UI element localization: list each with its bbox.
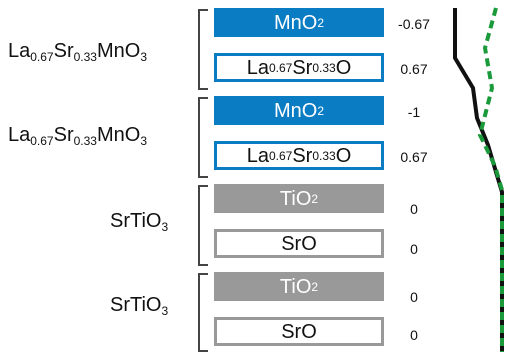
group-label-lsmo-1: La0.67Sr0.33MnO3 bbox=[8, 40, 147, 64]
group-bracket-sto-2 bbox=[198, 273, 208, 352]
layer-charge: 0 bbox=[410, 327, 418, 343]
layer-charge: 0.67 bbox=[400, 61, 428, 77]
layer-mno2: MnO 2 bbox=[214, 96, 384, 125]
layer-mno2: MnO 2 bbox=[214, 8, 384, 37]
group-label-sto-2: SrTiO3 bbox=[110, 294, 169, 318]
profile-line-solid bbox=[453, 8, 504, 352]
group-bracket-lsmo-2 bbox=[198, 97, 208, 178]
profile-line-dashed bbox=[477, 7, 504, 352]
potential-profile bbox=[453, 7, 504, 352]
layer-tio2: TiO 2 bbox=[214, 272, 384, 301]
layer-lasro: La 0.67 Sr 0.33 O bbox=[214, 141, 384, 170]
layer-charge: 0 bbox=[410, 201, 418, 217]
layer-sro: SrO bbox=[214, 229, 384, 258]
layer-sro: SrO bbox=[214, 317, 384, 346]
layer-charge: 0 bbox=[410, 289, 418, 305]
group-label-lsmo-2: La0.67Sr0.33MnO3 bbox=[8, 124, 147, 148]
group-bracket-lsmo-1 bbox=[198, 9, 208, 90]
layer-tio2: TiO 2 bbox=[214, 184, 384, 213]
group-label-sto-1: SrTiO3 bbox=[110, 210, 169, 234]
layer-charge: 0 bbox=[410, 241, 418, 257]
layer-charge: 0.67 bbox=[400, 149, 428, 165]
layer-charge: -1 bbox=[407, 104, 421, 120]
layer-lasro: La 0.67 Sr 0.33 O bbox=[214, 53, 384, 82]
group-bracket-sto-1 bbox=[198, 185, 208, 266]
layer-charge: -0.67 bbox=[398, 16, 430, 32]
